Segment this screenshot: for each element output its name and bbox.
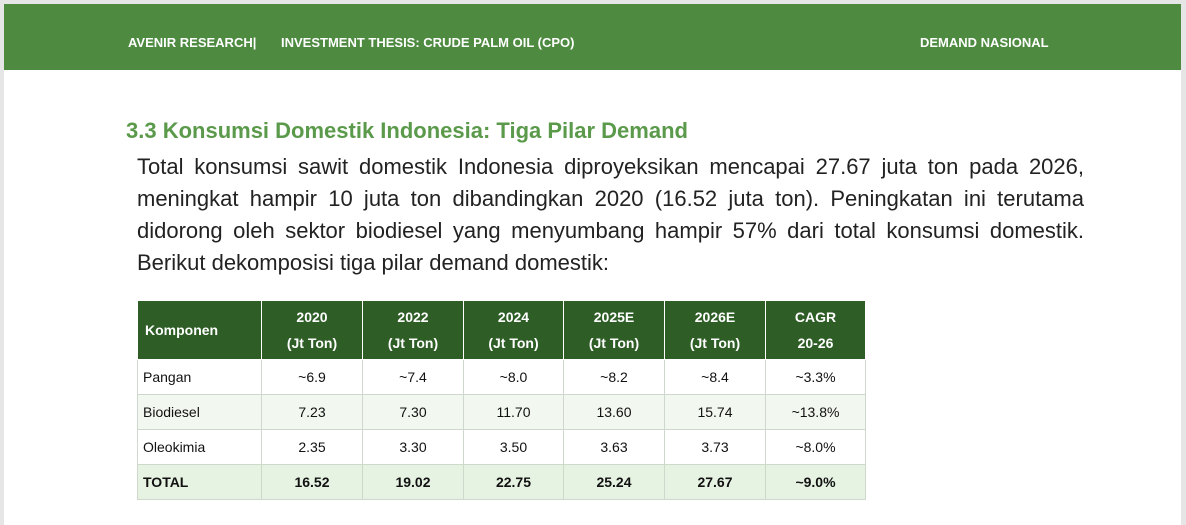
table-cell-component: Biodiesel <box>137 394 262 430</box>
table-total-row: TOTAL 16.52 19.02 22.75 25.24 27.67 ~9.0… <box>137 464 866 500</box>
table-row: Pangan ~6.9 ~7.4 ~8.0 ~8.2 ~8.4 ~3.3% <box>137 359 866 395</box>
table-cell: ~3.3% <box>765 359 866 395</box>
table-cell: 16.52 <box>261 464 363 500</box>
header-cell-label: CAGR <box>794 309 837 325</box>
header-brand: AVENIR RESEARCH| <box>128 35 257 50</box>
table-cell-component: Pangan <box>137 359 262 395</box>
table-cell: 27.67 <box>664 464 766 500</box>
header-cell-unit: 20-26 <box>797 335 834 351</box>
header-cell-unit: (Jt Ton) <box>488 335 539 351</box>
table-cell-component: TOTAL <box>137 464 262 500</box>
table-cell: 2.35 <box>261 429 363 465</box>
header-thesis-title: INVESTMENT THESIS: CRUDE PALM OIL (CPO) <box>281 35 575 50</box>
table-cell: ~9.0% <box>765 464 866 500</box>
domestic-demand-table: Komponen 2020 (Jt Ton) 2022 (Jt Ton) 2024 (… <box>137 300 866 500</box>
table-cell: ~8.0% <box>765 429 866 465</box>
table-cell: ~8.2 <box>563 359 665 395</box>
header-cell-label: Komponen <box>145 322 219 338</box>
header-cell-unit: (Jt Ton) <box>588 335 640 351</box>
table-cell: 15.74 <box>664 394 766 430</box>
table-cell-component: Oleokimia <box>137 429 262 465</box>
header-cell-unit: (Jt Ton) <box>387 335 439 351</box>
header-cell-unit: (Jt Ton) <box>689 335 741 351</box>
table-header-cell: 2024 (Jt Ton) <box>463 300 564 360</box>
table-cell: 3.30 <box>362 429 464 465</box>
table-header-cell: 2025E (Jt Ton) <box>563 300 665 360</box>
table-header-cell: CAGR 20-26 <box>765 300 866 360</box>
header-cell-label: 2026E <box>694 309 736 325</box>
table-header-row: Komponen 2020 (Jt Ton) 2022 (Jt Ton) 2024 (… <box>137 300 866 360</box>
table-row: Biodiesel 7.23 7.30 11.70 13.60 15.74 ~1… <box>137 394 866 430</box>
table-cell: 13.60 <box>563 394 665 430</box>
table-cell: ~13.8% <box>765 394 866 430</box>
table-header-cell: 2020 (Jt Ton) <box>261 300 363 360</box>
table-cell: ~7.4 <box>362 359 464 395</box>
report-page: AVENIR RESEARCH| INVESTMENT THESIS: CRUD… <box>4 4 1181 525</box>
header-band: AVENIR RESEARCH| INVESTMENT THESIS: CRUD… <box>4 4 1181 70</box>
table-cell: 7.30 <box>362 394 464 430</box>
table-header-cell: Komponen <box>137 300 262 360</box>
table-header-cell: 2022 (Jt Ton) <box>362 300 464 360</box>
header-section-name: DEMAND NASIONAL <box>920 35 1049 50</box>
table-cell: 7.23 <box>261 394 363 430</box>
table-cell: 19.02 <box>362 464 464 500</box>
table-cell: 11.70 <box>463 394 564 430</box>
table-cell: 25.24 <box>563 464 665 500</box>
table-cell: ~8.0 <box>463 359 564 395</box>
table-cell: ~8.4 <box>664 359 766 395</box>
table-header-cell: 2026E (Jt Ton) <box>664 300 766 360</box>
header-cell-label: 2024 <box>497 309 530 325</box>
header-cell-label: 2025E <box>593 309 635 325</box>
table-cell: 3.73 <box>664 429 766 465</box>
table-row: Oleokimia 2.35 3.30 3.50 3.63 3.73 ~8.0% <box>137 429 866 465</box>
table-cell: ~6.9 <box>261 359 363 395</box>
table-cell: 3.50 <box>463 429 564 465</box>
section-title: 3.3 Konsumsi Domestik Indonesia: Tiga Pi… <box>126 118 688 143</box>
table-cell: 3.63 <box>563 429 665 465</box>
section-body-text: Total konsumsi sawit domestik Indonesia … <box>137 154 1084 275</box>
header-cell-unit: (Jt Ton) <box>286 335 338 351</box>
header-cell-label: 2020 <box>296 309 328 325</box>
table-cell: 22.75 <box>463 464 564 500</box>
header-cell-label: 2022 <box>397 309 429 325</box>
